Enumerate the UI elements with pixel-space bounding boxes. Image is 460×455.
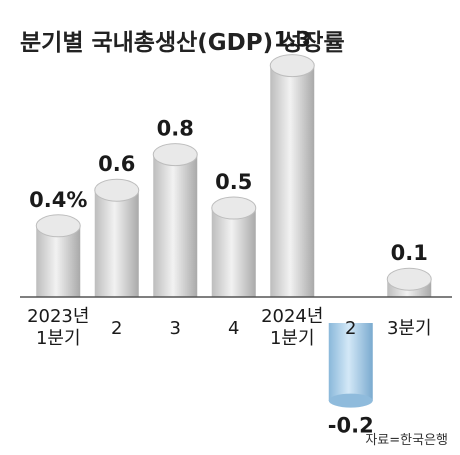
bar-cap [152, 143, 198, 167]
bars-layer [35, 54, 432, 408]
bar-4 [211, 196, 257, 297]
value-label: 0.8 [157, 117, 194, 141]
bar-6 [328, 323, 373, 408]
bar-cap [35, 214, 81, 238]
value-labels-layer: 0.4% 0.6 0.8 0.5 1.3 -0.2 0.1 [29, 28, 428, 438]
bar-7 [386, 267, 432, 297]
bar-body [94, 190, 139, 297]
bar-cap [211, 196, 257, 220]
bar-5 [269, 54, 315, 297]
value-label: 0.6 [98, 152, 135, 176]
x-tick-label: 2 [111, 318, 122, 339]
bar-2 [94, 178, 140, 297]
x-tick-label: 1분기 [270, 328, 315, 349]
x-tick-label: 3분기 [387, 318, 432, 339]
bar-cap [269, 54, 315, 78]
x-tick-label: 2 [345, 318, 356, 339]
bar-body [211, 208, 256, 297]
bar-3 [152, 143, 198, 297]
bar-body [270, 65, 315, 297]
x-tick-label: 2024년 [261, 306, 323, 327]
x-tick-label: 1분기 [36, 328, 81, 349]
bar-body [36, 225, 81, 297]
bar-body [153, 154, 198, 297]
bar-cap [328, 393, 373, 408]
value-label: 0.5 [215, 170, 252, 194]
bar-cap [94, 178, 140, 202]
x-tick-label: 3 [170, 318, 181, 339]
bar-body [328, 323, 373, 401]
x-tick-label: 4 [228, 318, 239, 339]
value-label: -0.2 [328, 414, 374, 438]
bar-1 [35, 214, 81, 297]
bar-cap [386, 267, 432, 291]
value-label: 1.3 [274, 28, 311, 52]
x-tick-label: 2023년 [27, 306, 89, 327]
source-note: 자료=한국은행 [365, 432, 448, 448]
value-label: 0.4% [29, 188, 87, 212]
value-label: 0.1 [391, 241, 428, 265]
chart-title: 분기별 국내총생산(GDP) 성장률 [20, 30, 345, 56]
